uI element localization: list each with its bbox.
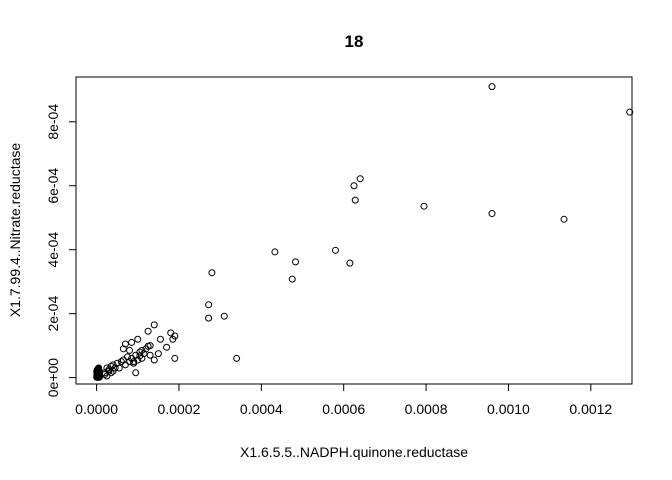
data-point <box>233 354 241 362</box>
x-axis: 0.0000 0.0002 0.0004 0.0006 0.0008 0.0010 0.00… <box>75 383 612 417</box>
data-point <box>121 340 129 348</box>
data-point <box>130 358 138 366</box>
data-point <box>488 210 496 218</box>
y-tick-label: 6e-04 <box>45 168 61 204</box>
data-point <box>136 352 144 360</box>
y-tick-label: 2e-04 <box>45 296 61 332</box>
x-tick-label: 0.0012 <box>569 401 612 417</box>
x-tick-label: 0.0006 <box>322 401 365 417</box>
data-point <box>150 321 158 329</box>
data-point <box>134 335 142 343</box>
x-tick-label: 0.0010 <box>487 401 530 417</box>
data-point <box>560 215 568 223</box>
y-tick-label: 0e+00 <box>45 358 61 398</box>
data-point <box>150 356 158 364</box>
data-point <box>351 196 359 204</box>
data-point <box>109 361 117 369</box>
y-axis-label: X1.7.99.4..Nitrate.reductase <box>7 143 23 318</box>
data-point <box>144 342 152 350</box>
data-point <box>144 327 152 335</box>
y-tick-label: 8e-04 <box>45 104 61 140</box>
data-point <box>488 83 496 91</box>
data-point <box>220 312 228 320</box>
data-point <box>331 246 339 254</box>
data-point <box>167 329 175 337</box>
data-point <box>171 354 179 362</box>
x-tick-label: 0.0004 <box>240 401 283 417</box>
y-axis: 0e+00 2e-04 4e-04 6e-04 8e-04 <box>45 104 77 398</box>
data-point <box>132 369 140 377</box>
data-point <box>271 248 279 256</box>
data-point <box>356 175 364 183</box>
data-point <box>134 356 142 364</box>
data-point <box>205 301 213 309</box>
data-point <box>146 351 154 359</box>
data-points <box>93 83 634 381</box>
data-point <box>292 258 300 266</box>
x-tick-label: 0.0008 <box>405 401 448 417</box>
data-point <box>346 259 354 267</box>
data-point <box>107 369 115 377</box>
data-point <box>154 350 162 358</box>
x-tick-label: 0.0000 <box>75 401 118 417</box>
data-point <box>626 108 634 116</box>
data-point <box>156 335 164 343</box>
data-point <box>205 314 213 322</box>
x-tick-label: 0.0002 <box>158 401 201 417</box>
x-axis-label: X1.6.5.5..NADPH.quinone.reductase <box>240 444 468 460</box>
data-point <box>208 269 216 277</box>
data-point <box>128 338 136 346</box>
chart-title: 18 <box>345 32 364 51</box>
data-point <box>350 182 358 190</box>
data-point <box>136 348 144 356</box>
data-point <box>420 202 428 210</box>
data-point <box>163 343 171 351</box>
y-tick-label: 4e-04 <box>45 232 61 268</box>
data-point <box>288 275 296 283</box>
data-point <box>101 370 109 378</box>
data-point <box>126 346 134 354</box>
data-point <box>115 364 123 372</box>
